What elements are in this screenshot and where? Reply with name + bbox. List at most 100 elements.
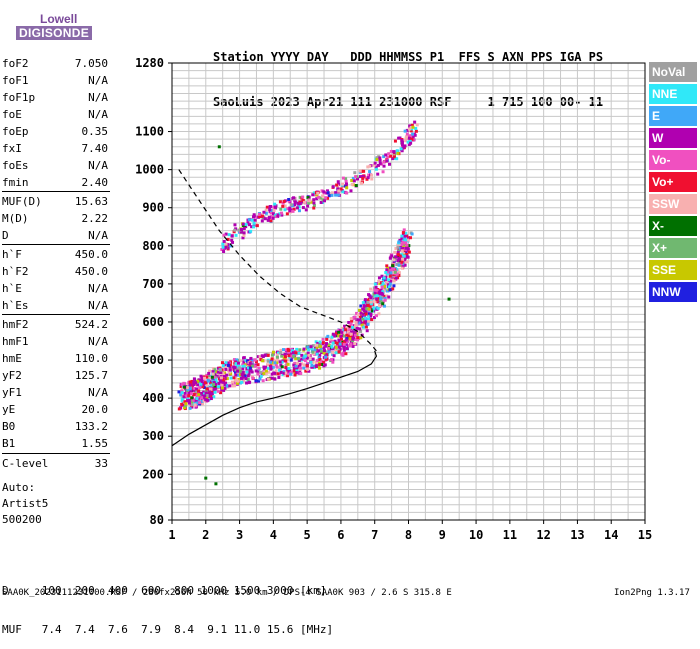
echo-point xyxy=(244,222,248,226)
echo-point xyxy=(337,182,341,186)
echo-point xyxy=(403,258,407,262)
echo-point xyxy=(327,350,331,354)
echo-point xyxy=(224,232,228,236)
echo-point xyxy=(186,387,190,391)
echo-point xyxy=(345,326,349,330)
echo-point xyxy=(375,289,379,293)
echo-point xyxy=(239,373,243,377)
param-value: 20.0 xyxy=(81,403,109,416)
echo-point xyxy=(264,211,268,215)
echo-point xyxy=(408,236,412,240)
echo-point xyxy=(337,350,341,354)
echo-point xyxy=(317,349,321,353)
x-tick-label: 15 xyxy=(638,528,652,542)
y-tick-label: 1000 xyxy=(135,163,164,177)
param-name: yE xyxy=(2,403,16,416)
echo-point xyxy=(367,293,371,297)
echo-point xyxy=(367,317,371,321)
echo-point xyxy=(344,340,348,344)
echo-point xyxy=(390,278,394,282)
echo-point xyxy=(279,207,283,211)
echo-point xyxy=(358,327,362,331)
echo-point xyxy=(369,287,373,291)
echo-point xyxy=(316,341,320,345)
echo-point xyxy=(192,392,196,396)
echo-point xyxy=(341,351,345,355)
echo-point xyxy=(400,138,404,142)
echo-point xyxy=(369,296,373,300)
echo-point xyxy=(187,401,191,405)
echo-point xyxy=(345,333,349,337)
echo-point xyxy=(273,202,277,206)
param-name: C-level xyxy=(2,457,49,470)
echo-point xyxy=(403,129,407,133)
echo-point xyxy=(380,291,384,295)
echo-point xyxy=(311,360,315,364)
echo-point xyxy=(392,284,396,288)
echo-point xyxy=(251,364,255,368)
echo-point xyxy=(246,366,250,370)
echo-point xyxy=(397,271,401,275)
echo-point xyxy=(353,342,357,346)
echo-point xyxy=(180,389,184,393)
echo-point xyxy=(285,212,289,216)
echo-point xyxy=(384,275,388,279)
echo-point xyxy=(330,193,334,197)
echo-point xyxy=(357,321,361,325)
echo-point xyxy=(266,377,270,381)
echo-point xyxy=(383,298,387,302)
echo-point xyxy=(209,381,213,385)
echo-point xyxy=(385,270,389,274)
param-name: foEs xyxy=(2,159,29,172)
echo-point xyxy=(363,310,367,314)
echo-point xyxy=(318,363,322,367)
x-tick-label: 4 xyxy=(270,528,277,542)
echo-point xyxy=(226,361,230,365)
echo-point xyxy=(202,399,206,403)
echo-point xyxy=(404,139,408,143)
param-name: h`F2 xyxy=(2,265,29,278)
echo-point xyxy=(272,208,276,212)
echo-point xyxy=(297,359,301,363)
echo-point xyxy=(319,200,323,204)
echo-point xyxy=(260,354,264,358)
echo-point xyxy=(277,375,281,379)
echo-point xyxy=(212,395,216,399)
echo-point xyxy=(281,348,285,352)
echo-point xyxy=(235,381,239,385)
y-tick-label: 900 xyxy=(142,201,164,215)
echo-point xyxy=(243,374,247,378)
echo-point xyxy=(278,368,282,372)
echo-point xyxy=(400,247,404,251)
echo-point xyxy=(376,163,380,167)
x-tick-label: 10 xyxy=(469,528,483,542)
echo-point xyxy=(392,267,396,271)
echo-point xyxy=(250,370,254,374)
echo-point xyxy=(385,268,389,272)
echo-point xyxy=(246,377,250,381)
echo-point xyxy=(287,354,291,358)
param-value: 7.050 xyxy=(74,57,108,70)
echo-point xyxy=(236,369,240,373)
echo-point xyxy=(292,369,296,373)
echo-point xyxy=(192,398,196,402)
echo-point xyxy=(221,377,225,381)
echo-point xyxy=(283,373,287,377)
echo-point xyxy=(349,189,353,193)
echo-point xyxy=(329,337,333,341)
echo-point xyxy=(398,254,402,258)
echo-point xyxy=(235,358,239,362)
echo-point xyxy=(227,233,231,237)
echo-point xyxy=(232,376,236,380)
echo-point xyxy=(269,219,273,223)
echo-point xyxy=(397,263,401,267)
echo-point xyxy=(205,396,209,400)
echo-point xyxy=(190,405,194,409)
echo-point xyxy=(366,176,370,180)
echo-point xyxy=(386,289,390,293)
echo-point xyxy=(364,320,368,324)
echo-point xyxy=(226,246,230,250)
echo-point xyxy=(380,285,384,289)
echo-point xyxy=(206,374,210,378)
echo-point xyxy=(241,371,245,375)
